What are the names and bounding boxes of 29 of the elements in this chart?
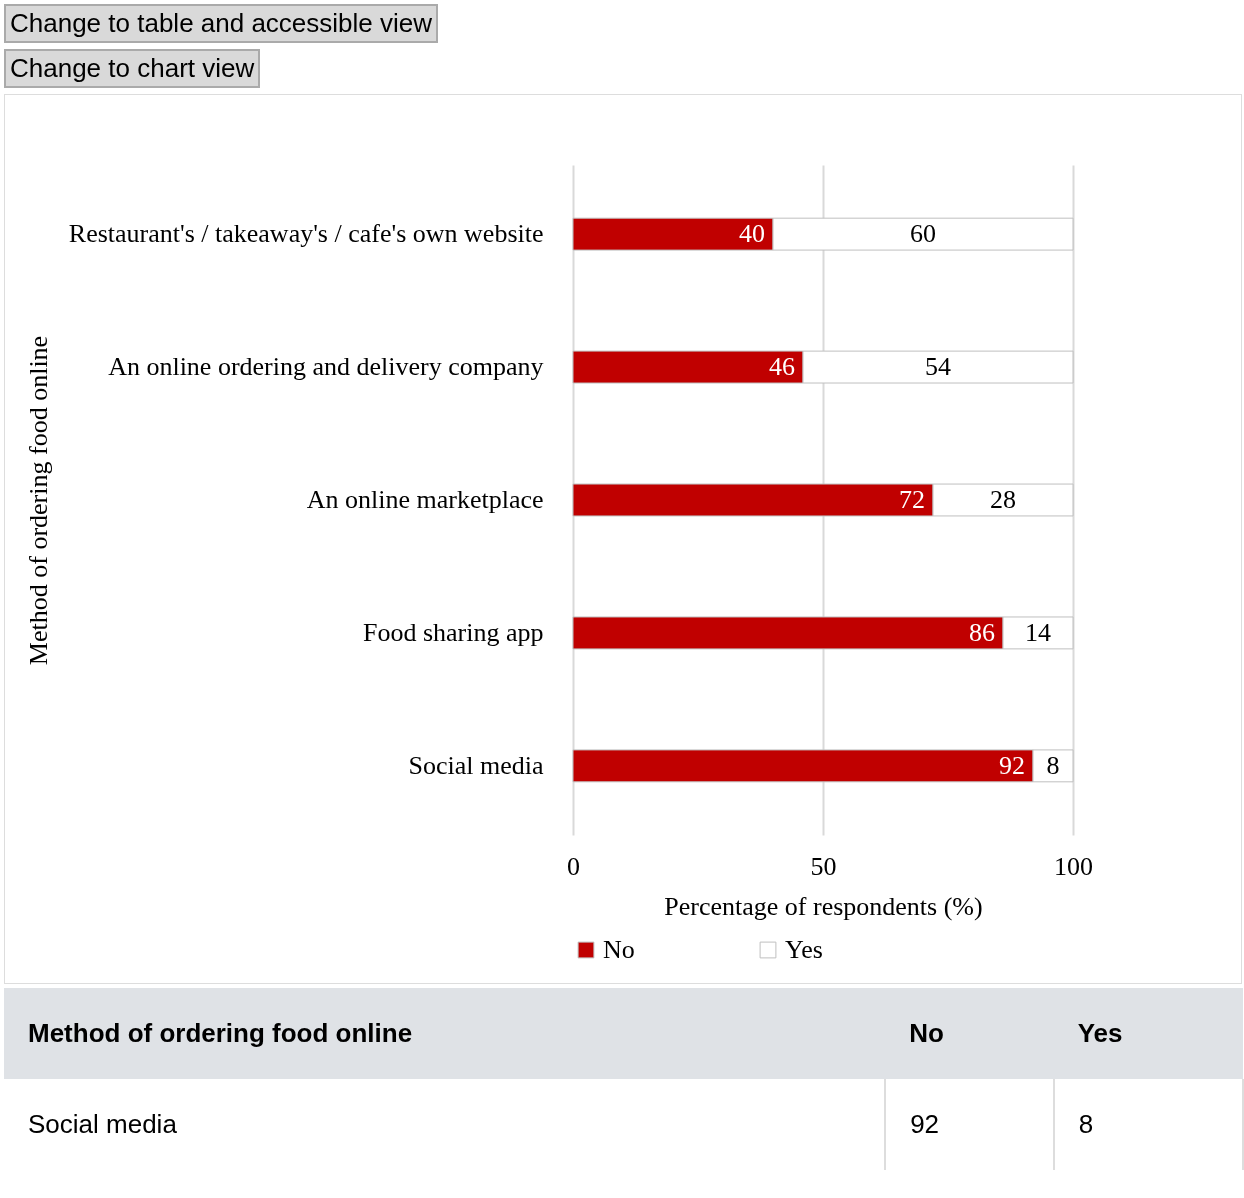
y-tick-label: Restaurant's / takeaway's / cafe's own website — [68, 219, 544, 249]
y-tick-label: Food sharing app — [362, 617, 544, 647]
button: Change to table and accessible view — [4, 4, 439, 43]
text: 92 — [885, 1079, 1054, 1170]
x-tick-label: 100 — [1054, 851, 1093, 881]
legend-label: Yes — [785, 935, 823, 964]
data-label: 46 — [769, 352, 795, 382]
y-tick-label: An online ordering and delivery company — [108, 352, 544, 382]
data-label: 8 — [1046, 750, 1060, 780]
data-label: 86 — [969, 617, 995, 647]
y-axis-title: Method of ordering food online — [23, 335, 53, 666]
text: 8 — [1053, 1079, 1243, 1170]
data-label: 54 — [925, 352, 951, 382]
x-axis-title: Percentage of respondents (%) — [664, 891, 983, 921]
text: Yes — [1053, 988, 1243, 1079]
button: Change to chart view — [4, 49, 261, 88]
data-label: 28 — [990, 485, 1016, 514]
text: Method of ordering food online — [4, 988, 886, 1079]
data-label: 60 — [910, 219, 936, 249]
y-tick-label: An online marketplace — [306, 485, 544, 514]
legend-label: No — [603, 935, 635, 964]
y-tick-label: Social media — [408, 750, 544, 780]
data-label: 92 — [999, 750, 1025, 780]
x-tick-label: 50 — [810, 851, 837, 881]
data-label: 14 — [1025, 617, 1051, 647]
data-label: 72 — [899, 485, 925, 514]
text: No — [885, 988, 1054, 1079]
x-tick-label: 0 — [567, 851, 580, 881]
data-label: 40 — [739, 219, 765, 249]
